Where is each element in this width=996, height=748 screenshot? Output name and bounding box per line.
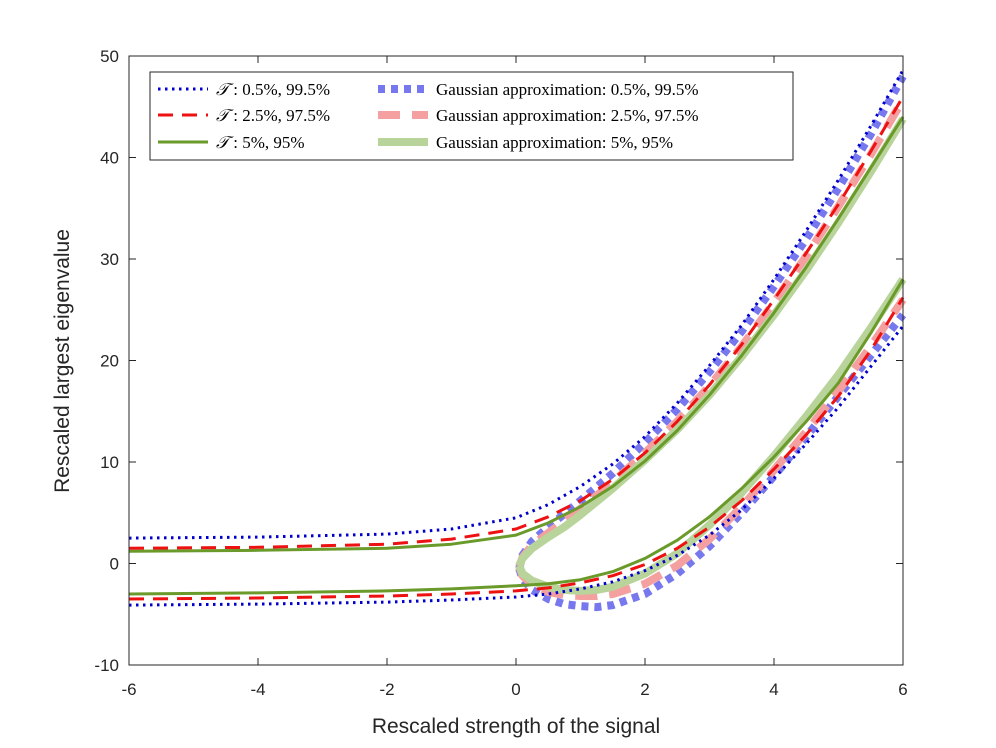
tick-layer: -6 -4 -2 0 2 4 6 -10 0 10 20 30 40 50 bbox=[94, 47, 907, 699]
x-tick-label: 0 bbox=[511, 680, 520, 699]
legend-label-g-5: Gaussian approximation: 5%, 95% bbox=[436, 133, 673, 152]
legend-label-t-25: 𝒯 : 2.5%, 97.5% bbox=[216, 106, 330, 125]
x-tick-label: 2 bbox=[640, 680, 649, 699]
series-line-t-05-lower bbox=[128, 325, 905, 607]
legend-label-t-05: 𝒯 : 0.5%, 99.5% bbox=[216, 80, 330, 99]
legend-label-g-05: Gaussian approximation: 0.5%, 99.5% bbox=[436, 80, 699, 99]
legend-label-g-25: Gaussian approximation: 2.5%, 97.5% bbox=[436, 106, 699, 125]
y-tick-label: 40 bbox=[100, 149, 119, 168]
series-line-t-05-upper bbox=[128, 69, 905, 540]
series-line-t-25-upper bbox=[128, 95, 905, 550]
legend-entries: 𝒯 : 0.5%, 99.5% 𝒯 : 2.5%, 97.5% 𝒯 : 5%, 95… bbox=[158, 80, 699, 152]
series-line-t-5-upper bbox=[128, 116, 905, 553]
y-tick-label: 50 bbox=[100, 47, 119, 66]
series-line-g-05-lower bbox=[515, 312, 907, 612]
y-tick-label: 30 bbox=[100, 250, 119, 269]
y-tick-label: 20 bbox=[100, 352, 119, 371]
x-tick-label: 6 bbox=[898, 680, 907, 699]
x-tick-label: 4 bbox=[769, 680, 778, 699]
x-tick-label: -6 bbox=[121, 680, 136, 699]
legend: 𝒯 : 0.5%, 99.5% 𝒯 : 2.5%, 97.5% 𝒯 : 5%, 95… bbox=[149, 71, 794, 161]
legend-label-t-5: 𝒯 : 5%, 95% bbox=[216, 133, 305, 152]
x-tick-label: -4 bbox=[250, 680, 265, 699]
x-axis-label: Rescaled strength of the signal bbox=[372, 715, 660, 738]
series-line-t-5-lower bbox=[128, 278, 905, 596]
legend-box bbox=[149, 71, 794, 161]
y-tick-label: -10 bbox=[94, 656, 119, 675]
series-layer bbox=[128, 69, 907, 612]
series-line-t-25-lower bbox=[128, 296, 905, 601]
x-tick-label: -2 bbox=[379, 680, 394, 699]
y-tick-label: 10 bbox=[100, 453, 119, 472]
y-tick-label: 0 bbox=[110, 555, 119, 574]
y-axis-label: Rescaled largest eigenvalue bbox=[51, 229, 74, 493]
